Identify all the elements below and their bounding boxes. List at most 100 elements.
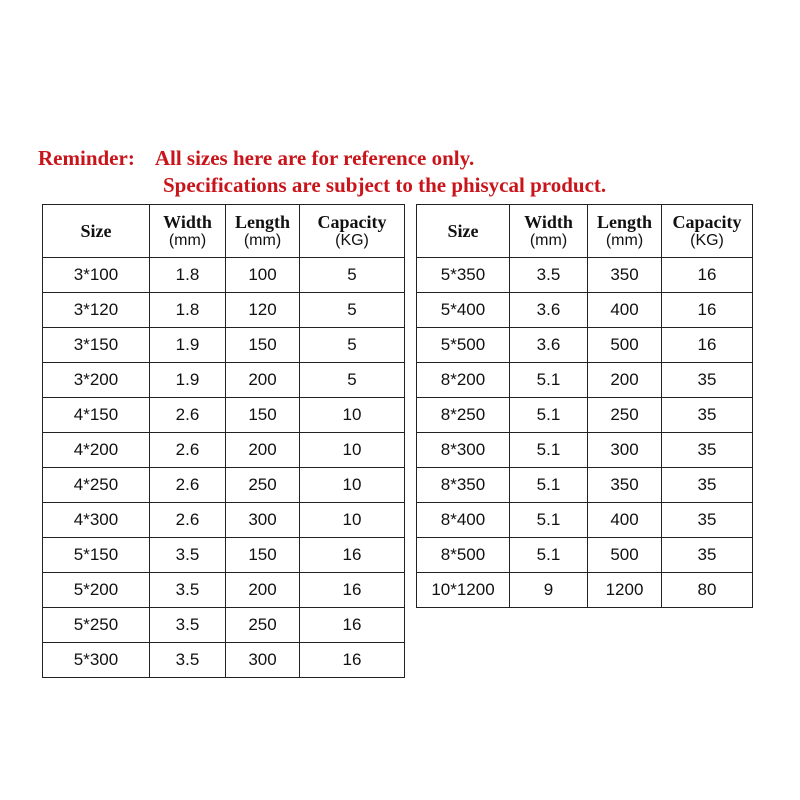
table-row: 8*350 5.1 350 35 — [416, 467, 753, 503]
table-row: 8*300 5.1 300 35 — [416, 432, 753, 468]
cell-width: 5.1 — [509, 362, 588, 398]
table-row: 8*400 5.1 400 35 — [416, 502, 753, 538]
cell-capacity: 35 — [661, 397, 753, 433]
cell-size: 3*150 — [42, 327, 150, 363]
cell-width: 5.1 — [509, 432, 588, 468]
header-length-unit: (mm) — [605, 232, 644, 249]
table-row: 8*500 5.1 500 35 — [416, 537, 753, 573]
header-capacity-label: Capacity — [672, 212, 742, 232]
header-width: Width (mm) — [509, 204, 588, 258]
cell-width: 3.6 — [509, 292, 588, 328]
cell-width: 3.5 — [149, 537, 226, 573]
cell-size: 3*200 — [42, 362, 150, 398]
cell-length: 200 — [225, 362, 300, 398]
cell-length: 120 — [225, 292, 300, 328]
reminder-text-1: All sizes here are for reference only. — [154, 146, 475, 170]
header-size: Size — [416, 204, 510, 258]
cell-size: 5*150 — [42, 537, 150, 573]
cell-width: 1.8 — [149, 292, 226, 328]
header-row: Size Width (mm) Length (mm) Capacity (KG) — [416, 204, 753, 258]
cell-width: 5.1 — [509, 502, 588, 538]
cell-capacity: 10 — [299, 502, 405, 538]
cell-size: 5*400 — [416, 292, 510, 328]
cell-capacity: 16 — [299, 642, 405, 678]
header-length-unit: (mm) — [243, 232, 282, 249]
cell-size: 8*500 — [416, 537, 510, 573]
table-row: 4*300 2.6 300 10 — [42, 502, 405, 538]
cell-capacity: 5 — [299, 257, 405, 293]
cell-capacity: 16 — [661, 292, 753, 328]
table-row: 4*250 2.6 250 10 — [42, 467, 405, 503]
cell-length: 350 — [587, 257, 662, 293]
cell-capacity: 80 — [661, 572, 753, 608]
cell-length: 300 — [225, 502, 300, 538]
table-row: 5*150 3.5 150 16 — [42, 537, 405, 573]
cell-length: 150 — [225, 327, 300, 363]
spec-table-right: Size Width (mm) Length (mm) Capacity (KG) 5… — [416, 204, 753, 608]
cell-capacity: 5 — [299, 362, 405, 398]
header-length: Length (mm) — [587, 204, 662, 258]
cell-capacity: 5 — [299, 292, 405, 328]
cell-length: 500 — [587, 537, 662, 573]
cell-capacity: 35 — [661, 502, 753, 538]
header-length: Length (mm) — [225, 204, 300, 258]
cell-length: 400 — [587, 502, 662, 538]
cell-width: 3.5 — [149, 642, 226, 678]
cell-size: 8*350 — [416, 467, 510, 503]
cell-size: 8*300 — [416, 432, 510, 468]
cell-width: 5.1 — [509, 537, 588, 573]
cell-size: 4*150 — [42, 397, 150, 433]
cell-width: 3.5 — [149, 572, 226, 608]
header-capacity: Capacity (KG) — [299, 204, 405, 258]
header-size-label: Size — [80, 220, 112, 241]
header-capacity-unit: (KG) — [690, 232, 724, 249]
cell-size: 4*200 — [42, 432, 150, 468]
reminder-line-2: Specifications are subject to the phisyc… — [163, 173, 607, 197]
cell-size: 10*1200 — [416, 572, 510, 608]
cell-length: 300 — [225, 642, 300, 678]
header-length-label: Length — [596, 212, 652, 232]
table-row: 4*200 2.6 200 10 — [42, 432, 405, 468]
cell-capacity: 35 — [661, 432, 753, 468]
cell-width: 3.6 — [509, 327, 588, 363]
header-width: Width (mm) — [149, 204, 226, 258]
reminder-line-1: Reminder: All sizes here are for referenc… — [38, 146, 474, 171]
cell-width: 2.6 — [149, 467, 226, 503]
cell-capacity: 35 — [661, 362, 753, 398]
cell-length: 200 — [225, 432, 300, 468]
cell-width: 1.9 — [149, 327, 226, 363]
cell-width: 3.5 — [509, 257, 588, 293]
cell-capacity: 16 — [661, 327, 753, 363]
header-capacity-unit: (KG) — [335, 232, 369, 249]
cell-length: 150 — [225, 537, 300, 573]
header-width-label: Width — [163, 212, 212, 232]
header-size: Size — [42, 204, 150, 258]
cell-capacity: 10 — [299, 397, 405, 433]
cell-length: 250 — [587, 397, 662, 433]
cell-length: 1200 — [587, 572, 662, 608]
cell-length: 250 — [225, 607, 300, 643]
cell-size: 5*300 — [42, 642, 150, 678]
table-row: 8*250 5.1 250 35 — [416, 397, 753, 433]
cell-capacity: 16 — [661, 257, 753, 293]
cell-length: 250 — [225, 467, 300, 503]
cell-width: 1.8 — [149, 257, 226, 293]
table-row: 3*100 1.8 100 5 — [42, 257, 405, 293]
table-row: 8*200 5.1 200 35 — [416, 362, 753, 398]
cell-length: 150 — [225, 397, 300, 433]
cell-width: 5.1 — [509, 397, 588, 433]
cell-length: 400 — [587, 292, 662, 328]
header-length-label: Length — [234, 212, 290, 232]
cell-capacity: 35 — [661, 537, 753, 573]
cell-capacity: 35 — [661, 467, 753, 503]
cell-size: 3*120 — [42, 292, 150, 328]
cell-size: 8*250 — [416, 397, 510, 433]
header-capacity-label: Capacity — [317, 212, 387, 232]
header-capacity: Capacity (KG) — [661, 204, 753, 258]
cell-length: 500 — [587, 327, 662, 363]
cell-size: 4*250 — [42, 467, 150, 503]
table-row: 10*1200 9 1200 80 — [416, 572, 753, 608]
table-row: 5*500 3.6 500 16 — [416, 327, 753, 363]
table-row: 4*150 2.6 150 10 — [42, 397, 405, 433]
spec-table-left: Size Width (mm) Length (mm) Capacity (KG) 3… — [42, 204, 405, 678]
